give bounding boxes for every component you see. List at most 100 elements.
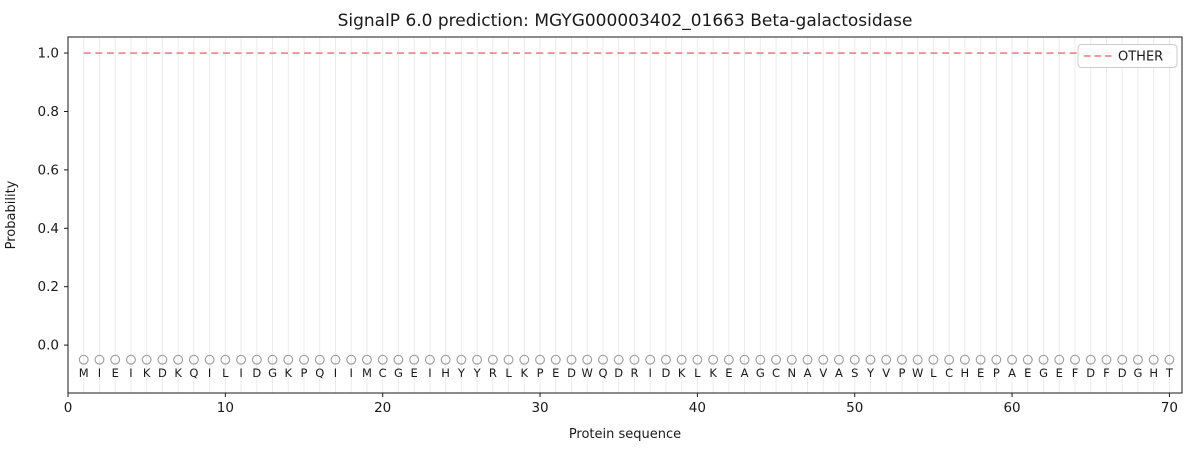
- residue-marker: [283, 354, 294, 365]
- residue-marker: [582, 354, 593, 365]
- plot-border: [67, 36, 1183, 394]
- residue-marker: [865, 354, 876, 365]
- residue-marker: [330, 354, 341, 365]
- y-tick-label: 0.0: [38, 338, 59, 354]
- residue-marker: [409, 354, 420, 365]
- residue-letter: C: [945, 366, 953, 380]
- residue-marker: [802, 354, 813, 365]
- residue-letter: T: [1165, 366, 1174, 380]
- residue-marker: [849, 354, 860, 365]
- residue-letter: D: [661, 366, 670, 380]
- residue-letter: G: [1039, 366, 1048, 380]
- residue-marker: [755, 354, 766, 365]
- residue-marker: [1070, 354, 1080, 365]
- residue-marker: [393, 354, 404, 365]
- x-tick-label: 70: [1161, 400, 1178, 416]
- residue-marker: [1038, 354, 1049, 365]
- residue-letter: W: [912, 366, 923, 380]
- y-tick-label: 0.8: [38, 104, 59, 120]
- residue-marker: [519, 354, 530, 365]
- residue-letter: E: [725, 366, 732, 380]
- residue-letter: C: [379, 366, 387, 380]
- residue-marker: [267, 354, 278, 365]
- residue-letter: L: [222, 366, 229, 380]
- residue-marker: [1085, 354, 1096, 365]
- residue-marker: [1148, 354, 1159, 365]
- residue-letter: D: [614, 366, 623, 380]
- residue-letter: I: [129, 366, 132, 380]
- residue-letter: E: [411, 366, 418, 380]
- residue-letter: E: [977, 366, 984, 380]
- residue-marker: [991, 354, 1002, 365]
- residue-marker: [346, 354, 357, 365]
- residue-marker: [629, 354, 640, 365]
- residue-letter: G: [1133, 366, 1142, 380]
- legend-box: [1077, 44, 1178, 68]
- residue-letter: F: [1103, 366, 1110, 380]
- residue-letter: Y: [866, 366, 875, 380]
- residue-marker: [771, 354, 782, 365]
- residue-marker: [125, 354, 136, 365]
- residue-letter: D: [567, 366, 576, 380]
- y-tick-label: 0.2: [38, 279, 59, 295]
- residue-letter: M: [79, 366, 89, 380]
- residue-letter: I: [98, 366, 101, 380]
- residue-letter: L: [930, 366, 937, 380]
- residue-letter: I: [648, 366, 651, 380]
- residue-marker: [613, 354, 624, 365]
- residue-letter: H: [1149, 366, 1158, 380]
- residue-marker: [912, 354, 923, 365]
- y-axis-label: Probability: [4, 180, 19, 249]
- residue-letter: I: [428, 366, 431, 380]
- residue-marker: [1022, 354, 1033, 365]
- residue-marker: [78, 354, 89, 365]
- residue-letter: A: [835, 366, 843, 380]
- residue-letter: D: [1086, 366, 1095, 380]
- residue-marker: [472, 354, 483, 365]
- residue-marker: [157, 354, 168, 365]
- residue-marker: [440, 354, 451, 365]
- residue-marker: [550, 354, 561, 365]
- residue-marker: [299, 354, 309, 365]
- residue-letter: F: [1072, 366, 1079, 380]
- residue-marker: [723, 354, 734, 365]
- residue-letter: K: [174, 366, 182, 380]
- residue-letter: D: [158, 366, 167, 380]
- residue-letter: Q: [315, 366, 324, 380]
- x-tick-label: 40: [689, 400, 706, 416]
- residue-marker: [896, 354, 907, 365]
- residue-letter: V: [882, 366, 890, 380]
- residue-letter: S: [851, 366, 858, 380]
- residue-letter: A: [804, 366, 812, 380]
- residue-letter: Q: [598, 366, 607, 380]
- residue-letter: N: [787, 366, 796, 380]
- residue-marker: [818, 354, 829, 365]
- residue-letter: K: [678, 366, 686, 380]
- residue-marker: [94, 354, 105, 365]
- residue-letter: K: [709, 366, 717, 380]
- residue-marker: [535, 354, 545, 365]
- residue-marker: [660, 354, 671, 365]
- residue-letter: L: [694, 366, 701, 380]
- y-tick-label: 0.6: [38, 162, 59, 178]
- residue-letter: K: [143, 366, 151, 380]
- residue-marker: [944, 354, 955, 365]
- residue-letter: Y: [457, 366, 466, 380]
- residue-letter: P: [898, 366, 905, 380]
- residue-marker: [173, 354, 184, 365]
- x-tick-label: 10: [217, 400, 234, 416]
- residue-letter: Q: [189, 366, 198, 380]
- residue-letter: L: [505, 366, 512, 380]
- residue-marker: [487, 354, 498, 365]
- residue-marker: [1054, 354, 1065, 365]
- residue-letter: K: [285, 366, 293, 380]
- residue-letter: E: [1056, 366, 1063, 380]
- residue-marker: [692, 354, 703, 365]
- residue-letter: I: [208, 366, 211, 380]
- residue-letter: E: [1024, 366, 1031, 380]
- residue-marker: [251, 354, 262, 365]
- x-tick-label: 20: [374, 400, 391, 416]
- residue-letter: C: [772, 366, 780, 380]
